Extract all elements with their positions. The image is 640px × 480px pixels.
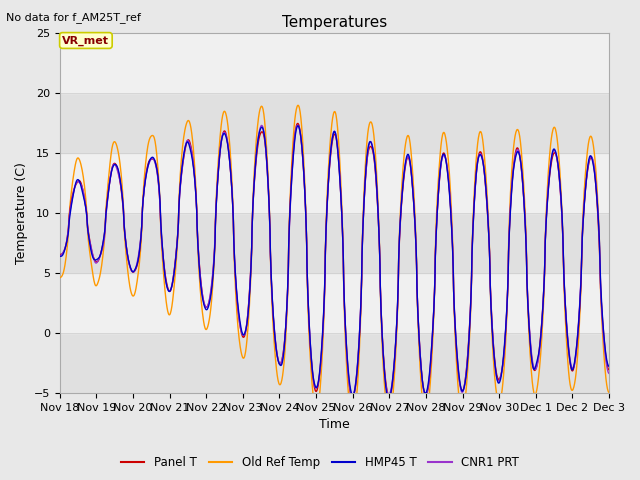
Bar	[60, 333, 609, 393]
Text: VR_met: VR_met	[62, 36, 109, 46]
Text: No data for f_AM25T_ref: No data for f_AM25T_ref	[6, 12, 141, 23]
Bar	[60, 33, 609, 93]
Y-axis label: Temperature (C): Temperature (C)	[15, 162, 28, 264]
Legend: Panel T, Old Ref Temp, HMP45 T, CNR1 PRT: Panel T, Old Ref Temp, HMP45 T, CNR1 PRT	[116, 452, 524, 474]
X-axis label: Time: Time	[319, 419, 349, 432]
Bar	[60, 153, 609, 213]
Bar	[60, 213, 609, 273]
Bar	[60, 93, 609, 153]
Bar	[60, 273, 609, 333]
Title: Temperatures: Temperatures	[282, 15, 387, 30]
